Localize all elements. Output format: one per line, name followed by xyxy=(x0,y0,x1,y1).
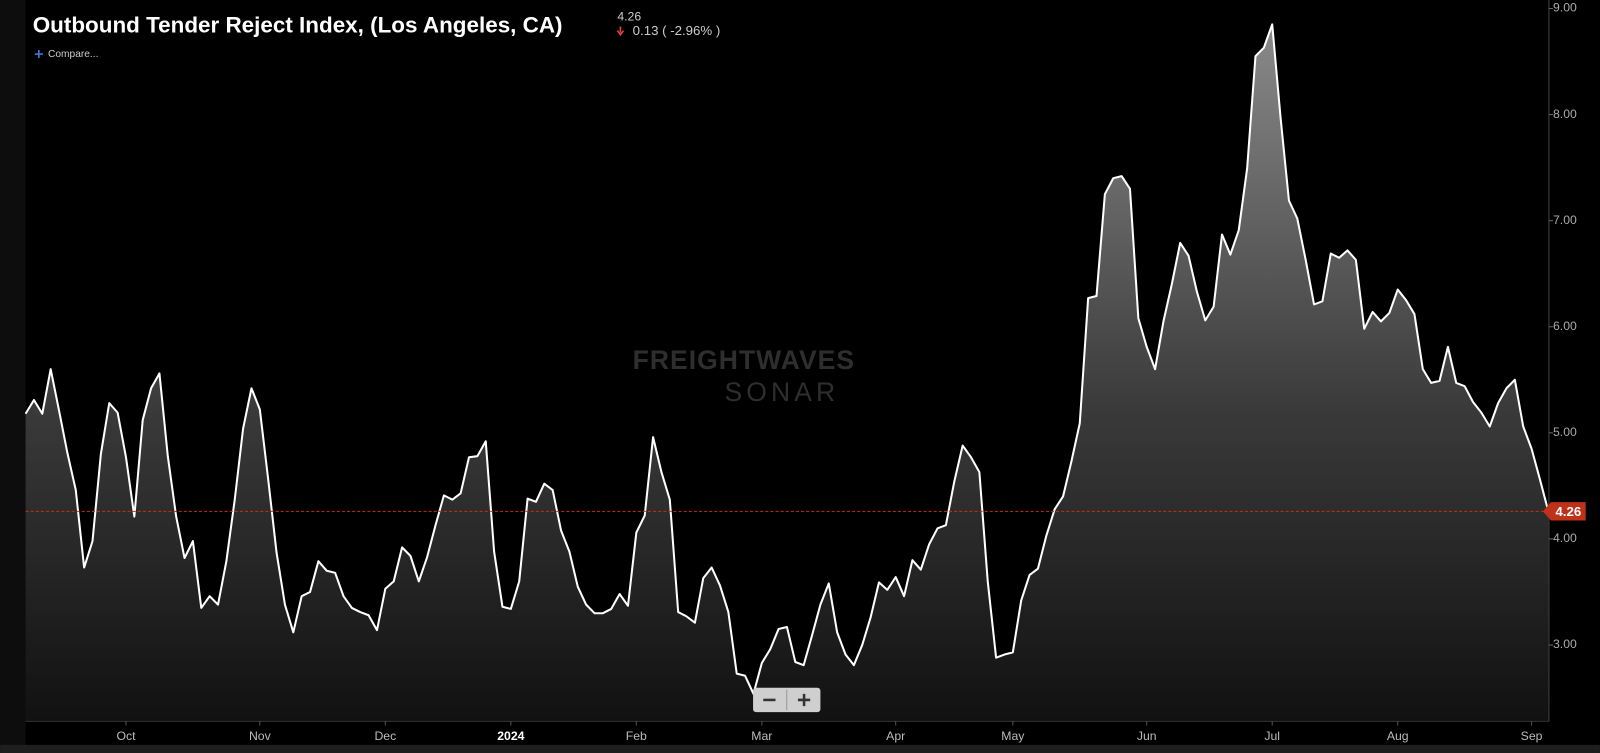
last-value-tag xyxy=(1542,502,1586,521)
y-tick-label: 6.00 xyxy=(1553,319,1577,333)
x-tick-label: Dec xyxy=(374,729,396,743)
y-tick-label: 3.00 xyxy=(1553,637,1577,651)
y-tick-label: 8.00 xyxy=(1553,107,1577,121)
area xyxy=(25,24,1549,722)
plot-area xyxy=(24,23,1550,722)
compare-button[interactable]: Compare... xyxy=(48,49,98,60)
x-tick-label: Nov xyxy=(249,729,272,743)
y-tick-label: 4.00 xyxy=(1553,531,1577,545)
watermark: FREIGHTWAVES xyxy=(633,345,855,375)
watermark: SONAR xyxy=(724,377,839,407)
bottom-strip xyxy=(0,744,1600,753)
x-tick-label: Feb xyxy=(626,729,647,743)
zoom-in[interactable] xyxy=(797,693,811,707)
x-tick-label: Jun xyxy=(1137,729,1157,743)
y-tick-label: 7.00 xyxy=(1553,213,1577,227)
change: 0.13 ( -2.96% ) xyxy=(633,23,721,38)
line xyxy=(24,23,1550,695)
x-tick-label: May xyxy=(1001,729,1025,743)
x-tick-label: Sep xyxy=(1521,729,1543,743)
x-tick-label: Oct xyxy=(116,729,136,743)
x-tick-label: Aug xyxy=(1387,729,1409,743)
x-tick-label: Mar xyxy=(751,729,772,743)
y-tick-label: 5.00 xyxy=(1553,425,1577,439)
chart-title: Outbound Tender Reject Index, (Los Angel… xyxy=(33,12,563,37)
down-arrow xyxy=(616,26,625,37)
x-tick-label: 2024 xyxy=(497,729,524,743)
last-value: 4.26 xyxy=(617,10,641,24)
compare-icon[interactable] xyxy=(34,49,43,59)
y-tick-label: 9.00 xyxy=(1553,1,1577,15)
x-tick-label: Jul xyxy=(1264,729,1280,743)
last-value-label: 4.26 xyxy=(1555,504,1581,519)
zoom-controls xyxy=(753,687,821,713)
x-tick-label: Apr xyxy=(886,729,905,743)
left-strip xyxy=(0,0,26,753)
